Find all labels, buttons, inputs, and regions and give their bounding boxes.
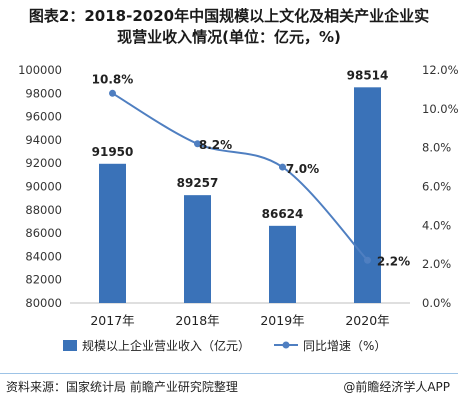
y-left-tick-label: 100000 — [18, 63, 62, 77]
y-left-tick-label: 84000 — [25, 249, 62, 263]
growth-value-label: 2.2% — [377, 254, 410, 268]
y-right-tick-label: 4.0% — [422, 218, 451, 232]
bar — [184, 195, 211, 303]
growth-point — [279, 163, 286, 171]
chart-title: 图表2：2018-2020年中国规模以上文化及相关产业企业实 现营业收入情况(单… — [8, 6, 450, 48]
growth-point — [364, 256, 371, 264]
footer-divider — [0, 373, 458, 374]
legend-bar-swatch — [63, 340, 77, 351]
growth-value-label: 7.0% — [286, 162, 319, 176]
footer-brand: @前瞻经济学人APP — [343, 380, 450, 394]
footer-source: 资料来源：国家统计局 前瞻产业研究院整理 — [6, 380, 238, 394]
y-left-tick-label: 88000 — [25, 203, 62, 217]
y-right-tick-label: 12.0% — [422, 63, 458, 77]
x-tick-label: 2017年 — [90, 313, 134, 328]
bar-value-label: 89257 — [177, 176, 219, 190]
growth-line — [111, 92, 369, 261]
bar — [354, 87, 381, 304]
bar — [99, 163, 126, 303]
growth-point — [194, 140, 201, 148]
growth-value-label: 8.2% — [199, 138, 232, 152]
bar-value-label: 91950 — [92, 145, 134, 159]
x-tick-label: 2018年 — [175, 313, 219, 328]
y-left-tick-label: 92000 — [25, 156, 62, 170]
y-right-tick-label: 0.0% — [422, 296, 451, 310]
y-left-tick-label: 90000 — [25, 180, 62, 194]
y-left-tick-label: 82000 — [25, 273, 62, 287]
legend-line-label: 同比增速（%） — [303, 339, 386, 353]
chart-title-line1: 图表2：2018-2020年中国规模以上文化及相关产业企业实 — [28, 7, 430, 25]
growth-value-label: 10.8% — [92, 72, 134, 86]
y-left-tick-label: 98000 — [25, 86, 62, 100]
y-left-tick-label: 96000 — [25, 110, 62, 124]
x-tick-label: 2020年 — [345, 313, 389, 328]
x-tick-label: 2019年 — [260, 313, 304, 328]
y-right-tick-label: 6.0% — [422, 180, 451, 194]
y-right-tick-label: 10.0% — [422, 102, 458, 116]
y-left-tick-label: 86000 — [25, 226, 62, 240]
y-left-tick-label: 94000 — [25, 133, 62, 147]
legend-bar-label: 规模以上企业营业收入（亿元） — [82, 338, 250, 353]
bar — [269, 225, 296, 303]
growth-point — [109, 89, 116, 97]
legend-line-marker — [282, 341, 290, 349]
bar-value-label: 86624 — [262, 207, 304, 221]
y-right-tick-label: 8.0% — [422, 141, 451, 155]
y-right-tick-label: 2.0% — [422, 257, 451, 271]
y-left-tick-label: 80000 — [25, 296, 62, 310]
bar-value-label: 98514 — [347, 68, 389, 82]
chart-title-line2: 现营业收入情况(单位：亿元，%) — [117, 28, 341, 46]
